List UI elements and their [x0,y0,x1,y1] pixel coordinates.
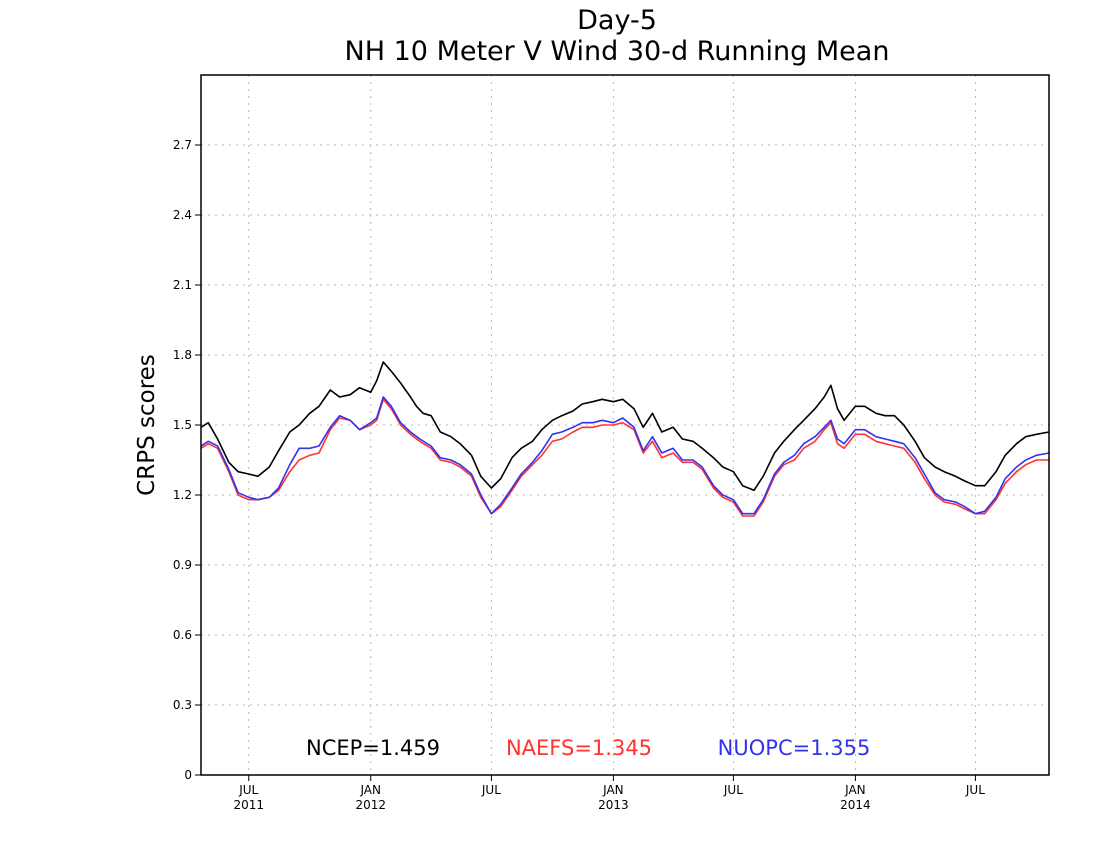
y-tick-label: 0 [184,768,192,782]
x-tick-label-year: 2014 [840,798,871,812]
x-tick-label-month: JUL [481,783,501,797]
chart-title: Day-5 [577,5,657,36]
x-tick-label-month: JAN [602,783,624,797]
legend-entry-naefs: NAEFS=1.345 [506,736,652,760]
y-tick-label: 0.3 [173,698,192,712]
x-tick-label-year: 2013 [598,798,629,812]
y-tick-label: 2.4 [173,208,192,222]
x-tick-label-month: JUL [723,783,743,797]
x-tick-label-month: JAN [359,783,381,797]
y-axis-ticks: 0 0.3 0.6 0.9 1.2 1.5 1.8 2.1 2.4 2.7 [173,138,201,782]
x-tick-label-year: 2011 [233,798,264,812]
x-tick-label-month: JUL [965,783,985,797]
legend: NCEP=1.459 NAEFS=1.345 NUOPC=1.355 [306,736,870,760]
x-tick-label-month: JAN [844,783,866,797]
legend-entry-ncep: NCEP=1.459 [306,736,440,760]
x-tick-label-month: JUL [238,783,258,797]
y-tick-label: 1.5 [173,418,192,432]
chart-subtitle: NH 10 Meter V Wind 30-d Running Mean [345,36,890,67]
x-tick-label-year: 2012 [355,798,386,812]
y-tick-label: 1.8 [173,348,192,362]
series-lines [200,361,1050,517]
y-tick-label: 2.7 [173,138,192,152]
series-line-naefs [200,398,1049,517]
y-tick-label: 2.1 [173,278,192,292]
y-axis-label: CRPS scores [134,354,160,496]
legend-entry-nuopc: NUOPC=1.355 [718,736,871,760]
series-line-ncep [200,361,1050,492]
y-tick-label: 0.6 [173,628,192,642]
series-line-nuopc [200,396,1050,515]
y-tick-label: 1.2 [173,488,192,502]
y-tick-label: 0.9 [173,558,192,572]
